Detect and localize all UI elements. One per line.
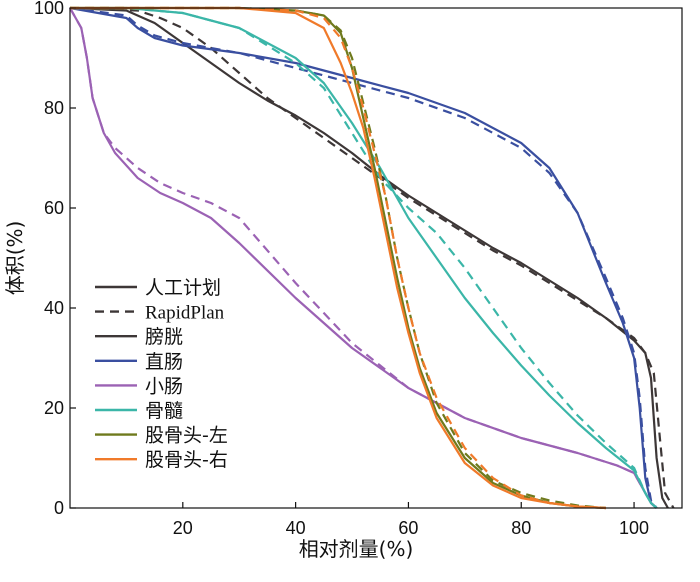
series-line-2-manual: [69, 6, 658, 509]
x-tick-label: 40: [286, 518, 306, 538]
x-tick-label: 20: [173, 518, 193, 538]
series-line-6-rapidplan: [70, 6, 606, 510]
x-axis-title: 相对剂量(%): [299, 537, 414, 561]
legend-label-股骨头-左: 股骨头-左: [145, 425, 228, 447]
plot-frame: [69, 7, 683, 509]
legend-label-股骨头-右: 股骨头-右: [145, 449, 228, 471]
series-line-1-manual: [69, 6, 669, 509]
tick-labels: 20 40 60 80 100 0 20 40 60 80 100: [34, 0, 649, 538]
legend-label-小肠: 小肠: [145, 375, 183, 397]
y-tick-label: 40: [44, 298, 64, 318]
legend-label-直肠: 直肠: [145, 351, 183, 373]
legend-label-人工计划: 人工计划: [145, 277, 221, 299]
y-tick-label: 80: [44, 98, 64, 118]
y-tick-label: 100: [34, 0, 64, 18]
y-tick-label: 0: [54, 498, 64, 518]
x-tick-label: 80: [511, 518, 531, 538]
plot-lines: [69, 6, 675, 510]
plot-border: [69, 7, 683, 509]
series-line-3-manual: [69, 7, 658, 509]
y-tick-label: 60: [44, 198, 64, 218]
series-line-5-rapidplan: [70, 6, 606, 510]
x-tick-label: 100: [619, 518, 649, 538]
series-line-4-manual: [70, 6, 658, 509]
y-axis-title: 体积(%): [3, 221, 27, 296]
series-line-6-manual: [70, 6, 606, 510]
legend-label-骨髓: 骨髓: [145, 400, 183, 422]
legend-label-膀胱: 膀胱: [145, 326, 183, 348]
legend-label-RapidPlan: RapidPlan: [145, 303, 225, 324]
x-tick-label: 60: [398, 518, 418, 538]
y-tick-label: 20: [44, 398, 64, 418]
